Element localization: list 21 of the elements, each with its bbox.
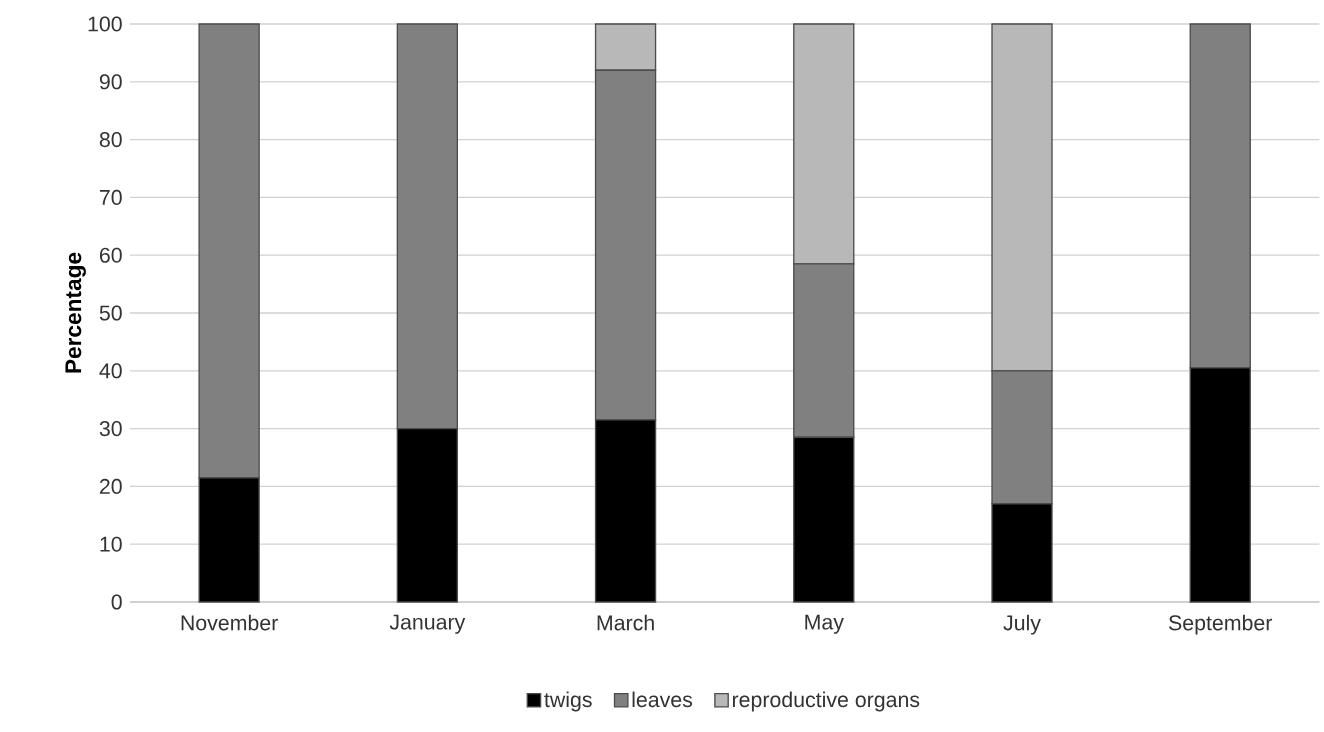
y-tick-label: 30: [99, 421, 122, 437]
y-tick-label: 70: [99, 189, 122, 205]
x-tick-label: January: [389, 614, 466, 634]
y-tick-label: 100: [88, 16, 122, 32]
y-axis-title: Percentage: [65, 252, 86, 373]
y-tick-label: 20: [99, 478, 122, 494]
y-tick-label: 90: [99, 74, 122, 90]
x-tick-label: November: [181, 614, 278, 631]
y-tick-label: 10: [100, 536, 122, 552]
x-tick-label: September: [1169, 614, 1273, 635]
x-tick-label: May: [805, 614, 844, 634]
y-tick-label: 80: [99, 132, 122, 148]
legend-label: reproductive organs: [732, 691, 920, 712]
legend-label: twigs: [544, 691, 592, 712]
y-tick-label: 60: [99, 247, 122, 263]
y-tick-label: 40: [99, 363, 122, 379]
legend-label: leaves: [632, 691, 693, 708]
x-tick-label: March: [597, 614, 654, 631]
y-tick-label: 0: [111, 594, 122, 610]
y-tick-label: 50: [99, 305, 122, 321]
x-tick-label: July: [1003, 614, 1041, 635]
